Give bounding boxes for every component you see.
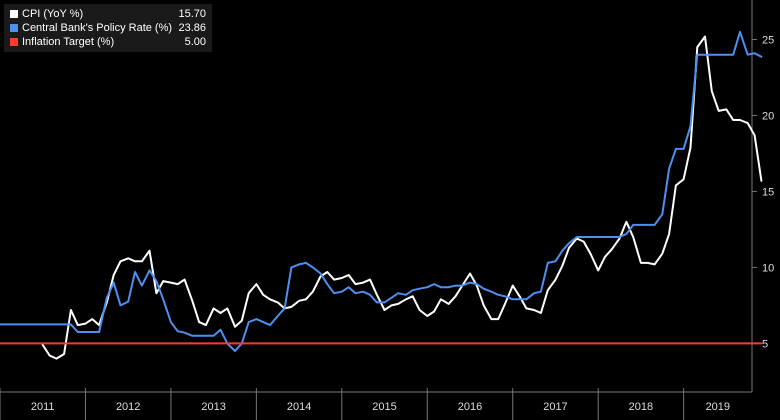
legend-item-policy-rate: Central Bank's Policy Rate (%) 23.86 [10, 21, 206, 35]
legend-label-cpi: CPI (YoY %) [22, 8, 84, 20]
legend-item-inflation-target: Inflation Target (%) 5.00 [10, 35, 206, 49]
chart-series [0, 30, 763, 360]
legend-label-policy-rate: Central Bank's Policy Rate (%) [22, 22, 173, 34]
x-axis-labels: 2011 2012 2013 2014 2015 2016 2017 2018 2019 [31, 401, 730, 413]
legend-label-inflation-target: Inflation Target (%) [22, 36, 115, 48]
x-tick-label-2015: 2015 [372, 401, 396, 413]
x-tick-label-2018: 2018 [629, 401, 653, 413]
legend-swatch-policy-rate [10, 24, 18, 32]
legend-value-cpi: 15.70 [178, 8, 206, 20]
legend-value-policy-rate: 23.86 [178, 22, 206, 34]
x-tick-label-2011: 2011 [31, 401, 55, 413]
x-tick-label-2019: 2019 [706, 401, 730, 413]
x-tick-label-2017: 2017 [543, 401, 567, 413]
y-tick-label-20: 20 [762, 110, 774, 122]
y-axis-labels: 5 10 15 20 25 [762, 35, 774, 351]
legend-value-inflation-target: 5.00 [184, 36, 206, 48]
y-tick-label-25: 25 [762, 35, 774, 47]
y-tick-label-5: 5 [762, 338, 768, 350]
x-tick-label-2016: 2016 [458, 401, 482, 413]
series-line-cpi [41, 35, 763, 360]
x-tick-label-2012: 2012 [116, 401, 140, 413]
series-line-policy-rate [0, 30, 763, 352]
legend: CPI (YoY %) 15.70 Central Bank's Policy … [4, 4, 212, 52]
y-tick-label-15: 15 [762, 186, 774, 198]
legend-swatch-inflation-target [10, 38, 18, 46]
legend-swatch-cpi [10, 10, 18, 18]
y-tick-label-10: 10 [762, 262, 774, 274]
x-tick-label-2014: 2014 [287, 401, 311, 413]
chart-axes [0, 0, 757, 420]
x-tick-label-2013: 2013 [201, 401, 225, 413]
legend-item-cpi: CPI (YoY %) 15.70 [10, 7, 206, 21]
